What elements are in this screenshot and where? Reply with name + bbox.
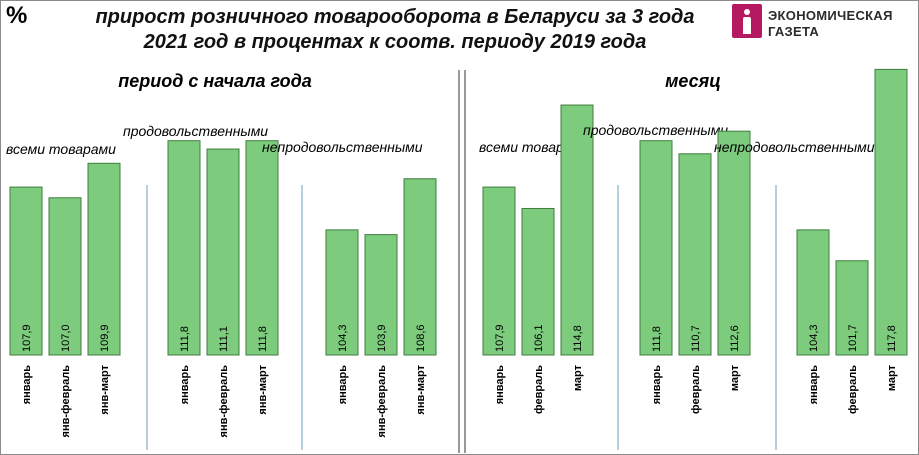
bar — [364, 234, 398, 356]
logo-line1: ЭКОНОМИЧЕСКАЯ — [768, 8, 893, 23]
bar — [9, 186, 43, 356]
bar-value-label: 111,1 — [218, 326, 230, 352]
bar — [796, 229, 830, 356]
bar — [482, 186, 516, 356]
bar-value-label: 101,7 — [847, 324, 859, 352]
panel-title: месяц — [665, 71, 721, 91]
x-tick-label: янв-февраль — [60, 365, 72, 438]
x-tick-label: январь — [494, 365, 506, 405]
bar-value-label: 106,1 — [533, 324, 545, 352]
x-tick-label: январь — [179, 365, 191, 405]
bar — [835, 260, 869, 356]
bar-value-label: 108,6 — [415, 324, 427, 352]
bar — [678, 153, 712, 356]
bar — [167, 140, 201, 356]
bar-value-label: 107,0 — [60, 324, 72, 352]
x-tick-label: январь — [651, 365, 663, 405]
panel-title: период с начала года — [118, 71, 312, 91]
bar — [717, 130, 751, 356]
chart-title-line2: 2021 год в процентах к соотв. периоду 20… — [143, 31, 647, 53]
bar-value-label: 111,8 — [179, 326, 191, 352]
bar-value-label: 111,8 — [257, 326, 269, 352]
chart-title-line1: прирост розничного товарооборота в Белар… — [95, 6, 695, 28]
x-tick-label: февраль — [533, 365, 545, 414]
x-tick-label: янв-февраль — [218, 365, 230, 438]
x-tick-label: январь — [337, 365, 349, 405]
group-label: продовольственными — [123, 123, 268, 139]
group-label: продовольственными — [583, 122, 728, 138]
bar — [325, 229, 359, 356]
bar-value-label: 112,6 — [729, 325, 741, 352]
group-label: всеми товарами — [6, 141, 116, 157]
x-tick-label: февраль — [690, 365, 702, 414]
x-tick-label: янв-март — [99, 364, 111, 414]
bar — [874, 68, 908, 356]
bar-value-label: 104,3 — [337, 324, 349, 352]
x-tick-label: март — [572, 364, 584, 391]
bar-value-label: 109,9 — [99, 324, 111, 352]
bar — [403, 178, 437, 356]
bar — [48, 197, 82, 356]
bar — [521, 207, 555, 356]
x-tick-label: янв-март — [257, 364, 269, 414]
bar — [560, 104, 594, 356]
x-tick-label: февраль — [847, 365, 859, 414]
group-label: непродовольственными — [714, 139, 875, 155]
x-tick-label: март — [886, 364, 898, 391]
bar-value-label: 103,9 — [376, 324, 388, 352]
bar-value-label: 107,9 — [494, 324, 506, 352]
publisher-logo: ЭКОНОМИЧЕСКАЯ ГАЗЕТА — [730, 2, 919, 42]
bar-value-label: 110,7 — [690, 325, 702, 352]
x-tick-label: янв-март — [415, 364, 427, 414]
bar-value-label: 111,8 — [651, 326, 663, 352]
x-tick-label: январь — [21, 365, 33, 405]
bar — [639, 140, 673, 356]
bar-value-label: 104,3 — [808, 324, 820, 352]
bar-value-label: 107,9 — [21, 324, 33, 352]
x-tick-label: март — [729, 364, 741, 391]
y-unit-label: % — [6, 2, 28, 29]
logo-figure-icon — [732, 4, 762, 38]
bar-value-label: 117,8 — [886, 325, 898, 352]
logo-line2: ГАЗЕТА — [768, 24, 820, 39]
x-tick-label: январь — [808, 365, 820, 405]
bar — [206, 148, 240, 356]
bar-value-label: 114,8 — [572, 325, 584, 352]
bar — [245, 140, 279, 356]
group-label: непродовольственными — [262, 139, 423, 155]
x-tick-label: янв-февраль — [376, 365, 388, 438]
bar — [87, 162, 121, 356]
